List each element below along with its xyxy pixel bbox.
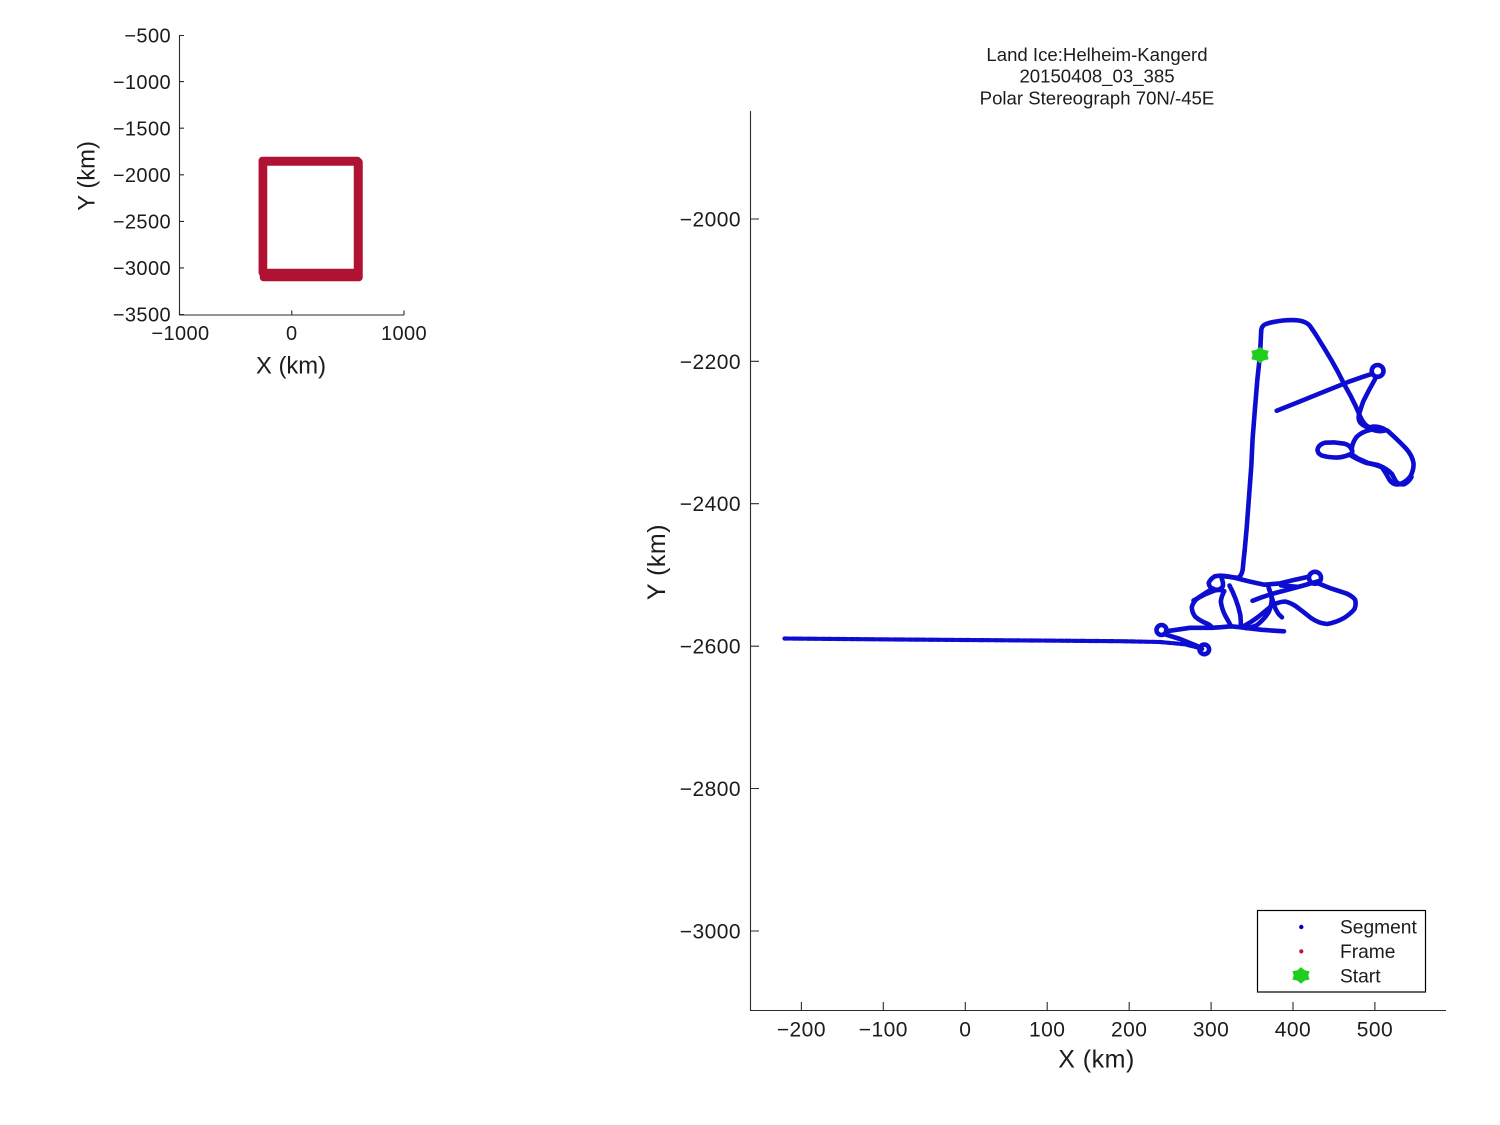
- svg-text:500: 500: [1357, 1019, 1393, 1042]
- svg-text:100: 100: [1029, 1019, 1065, 1042]
- svg-text:1000: 1000: [381, 323, 427, 345]
- svg-text:0: 0: [959, 1019, 971, 1042]
- svg-text:−3000: −3000: [680, 921, 741, 944]
- svg-text:Segment: Segment: [1340, 918, 1417, 939]
- svg-text:−1000: −1000: [151, 323, 209, 345]
- svg-text:−500: −500: [124, 26, 171, 48]
- svg-text:200: 200: [1111, 1019, 1147, 1042]
- svg-text:−1500: −1500: [113, 118, 171, 140]
- svg-text:Y (km): Y (km): [74, 141, 101, 211]
- svg-text:−2000: −2000: [680, 209, 741, 232]
- svg-text:0: 0: [286, 323, 298, 345]
- svg-text:Y (km): Y (km): [643, 524, 671, 600]
- svg-text:−1000: −1000: [113, 72, 171, 94]
- svg-text:400: 400: [1275, 1019, 1311, 1042]
- svg-text:300: 300: [1193, 1019, 1229, 1042]
- svg-text:−2000: −2000: [113, 165, 171, 187]
- svg-text:20150408_03_385: 20150408_03_385: [1019, 66, 1174, 88]
- svg-text:−3500: −3500: [113, 305, 171, 327]
- svg-text:−2600: −2600: [680, 636, 741, 659]
- svg-text:−2500: −2500: [113, 212, 171, 234]
- svg-text:Polar Stereograph 70N/-45E: Polar Stereograph 70N/-45E: [980, 87, 1215, 108]
- svg-text:X (km): X (km): [1058, 1046, 1135, 1074]
- svg-text:−100: −100: [859, 1019, 908, 1042]
- svg-text:−2400: −2400: [680, 493, 741, 516]
- svg-text:−3000: −3000: [113, 258, 171, 280]
- svg-text:X (km): X (km): [256, 353, 326, 380]
- svg-text:−200: −200: [777, 1019, 826, 1042]
- svg-text:Frame: Frame: [1340, 942, 1395, 963]
- svg-text:−2800: −2800: [680, 778, 741, 801]
- svg-text:Land Ice:Helheim-Kangerd: Land Ice:Helheim-Kangerd: [986, 44, 1207, 65]
- svg-text:−2200: −2200: [680, 351, 741, 374]
- svg-text:Start: Start: [1340, 966, 1381, 987]
